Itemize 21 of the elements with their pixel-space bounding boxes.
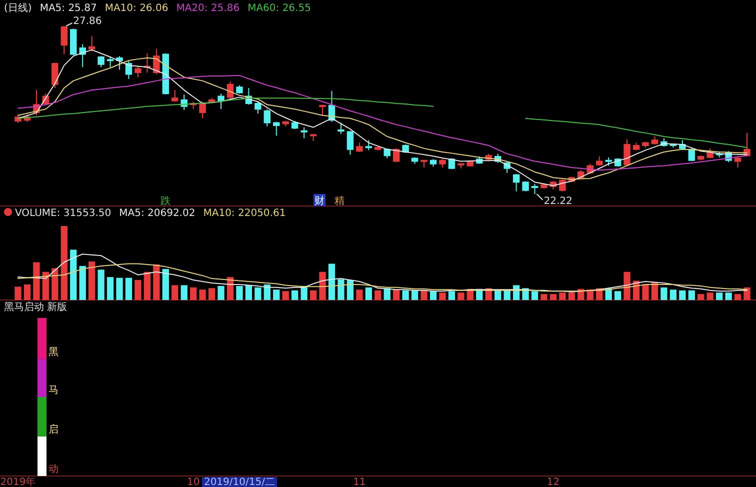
series-label: 启 (48, 424, 58, 436)
legend-label: VOLUME: 31553.50 (15, 208, 112, 219)
chart-title: (日线) (4, 2, 32, 14)
series-label: 动 (48, 464, 58, 475)
text: 22.22 (544, 196, 572, 207)
annotation: 27.86 (73, 16, 102, 27)
chart-title: 黑马启动 新版 (4, 301, 68, 313)
series-label: 黑 (48, 347, 58, 358)
text: MA60: 26.55 (248, 3, 311, 14)
text: 精 (334, 195, 345, 207)
text: MA10: 26.06 (104, 3, 168, 14)
text: MA10: 22050.61 (203, 208, 286, 219)
x-tick-label: 12 (546, 477, 560, 487)
text: 跌 (160, 195, 171, 207)
text: MA5: 25.87 (40, 3, 97, 14)
x-tick-label: 11 (353, 477, 366, 487)
x-tick-label: 10 (186, 477, 200, 487)
series-label: 马 (48, 385, 58, 396)
text: MA20: 25.86 (176, 3, 240, 14)
x-tick-label: 2019年 (0, 476, 36, 487)
text: MA5: 20692.02 (119, 208, 196, 219)
